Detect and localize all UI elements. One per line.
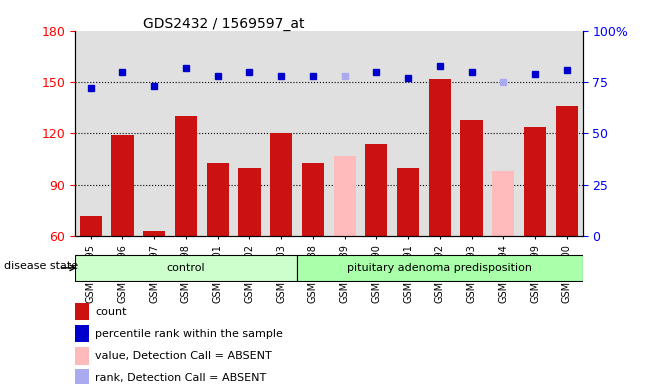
Bar (75, 303, 89, 320)
FancyBboxPatch shape (297, 255, 583, 281)
Text: value, Detection Call = ABSENT: value, Detection Call = ABSENT (95, 351, 272, 361)
FancyBboxPatch shape (75, 255, 297, 281)
Bar (333, 156, 355, 236)
Bar (75, 347, 89, 364)
Text: disease state: disease state (4, 262, 78, 271)
Text: percentile rank within the sample: percentile rank within the sample (95, 329, 283, 339)
Bar (460, 120, 482, 236)
Bar (75, 325, 89, 343)
Bar (556, 106, 578, 236)
Bar (524, 127, 546, 236)
Bar (492, 171, 514, 236)
Text: pituitary adenoma predisposition: pituitary adenoma predisposition (348, 263, 533, 273)
Bar (302, 162, 324, 236)
Text: control: control (167, 263, 205, 273)
Text: count: count (95, 306, 127, 316)
Bar (238, 168, 260, 236)
Bar (365, 144, 387, 236)
Text: GDS2432 / 1569597_at: GDS2432 / 1569597_at (143, 17, 305, 31)
Bar (75, 369, 89, 384)
Bar (143, 231, 165, 236)
Bar (397, 168, 419, 236)
Bar (270, 134, 292, 236)
Bar (175, 116, 197, 236)
Bar (111, 135, 133, 236)
Bar (206, 162, 229, 236)
Bar (429, 79, 451, 236)
Text: rank, Detection Call = ABSENT: rank, Detection Call = ABSENT (95, 373, 266, 383)
Bar (79, 216, 102, 236)
